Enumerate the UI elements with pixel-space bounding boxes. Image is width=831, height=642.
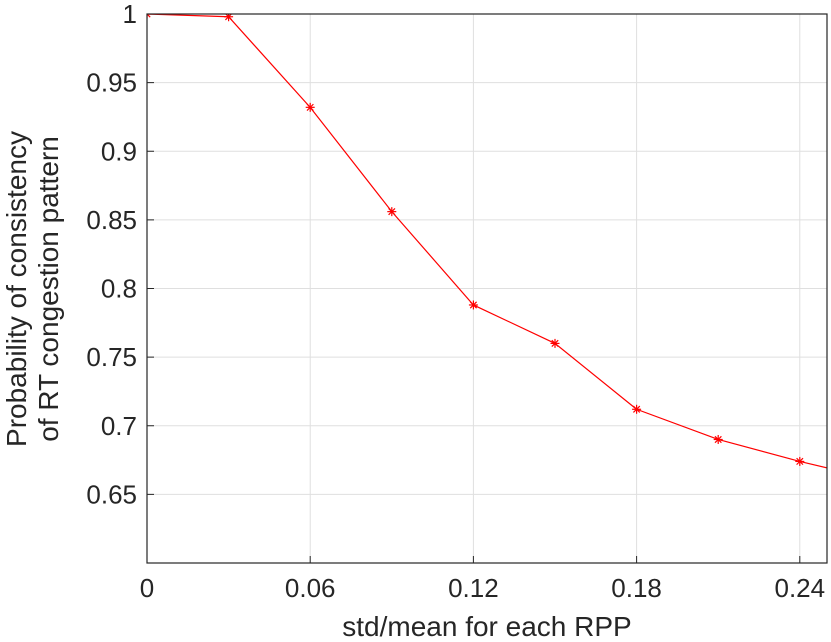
data-point-marker [224,14,234,22]
y-axis-label-line-2: of RT congestion pattern [33,136,64,442]
y-axis-label-line-1: Probability of consistency [1,131,32,447]
data-point-marker [550,338,560,348]
x-tick-label: 0.18 [611,573,662,603]
y-tick-label: 0.75 [86,342,137,372]
data-point-marker [795,456,805,466]
x-axis-label: std/mean for each RPP [342,611,631,642]
y-tick-label: 0.8 [101,274,137,304]
x-tick-label: 0.12 [448,573,499,603]
y-tick-label: 0.9 [101,136,137,166]
y-tick-label: 0.95 [86,68,137,98]
series-line [147,14,827,469]
x-tick-label: 0.24 [774,573,825,603]
y-tick-label: 1 [123,0,137,29]
x-tick-label: 0.06 [285,573,336,603]
data-point-marker [305,102,315,112]
y-axis-label: Probability of consistency of RT congest… [1,131,64,447]
data-point-marker [632,404,642,414]
y-tick-label: 0.85 [86,205,137,235]
data-point-marker [147,14,152,19]
data-point-marker [387,207,397,217]
y-axis-ticks: 0.65 0.7 0.75 0.8 0.85 0.9 0.95 1 [86,0,154,509]
data-point-marker [468,300,478,310]
x-tick-label: 0 [140,573,154,603]
series-group [147,14,827,469]
y-tick-label: 0.7 [101,411,137,441]
data-point-marker [713,434,723,444]
y-tick-label: 0.65 [86,479,137,509]
x-axis-ticks: 0 0.06 0.12 0.18 0.24 [140,556,825,603]
grid-lines [147,14,827,563]
